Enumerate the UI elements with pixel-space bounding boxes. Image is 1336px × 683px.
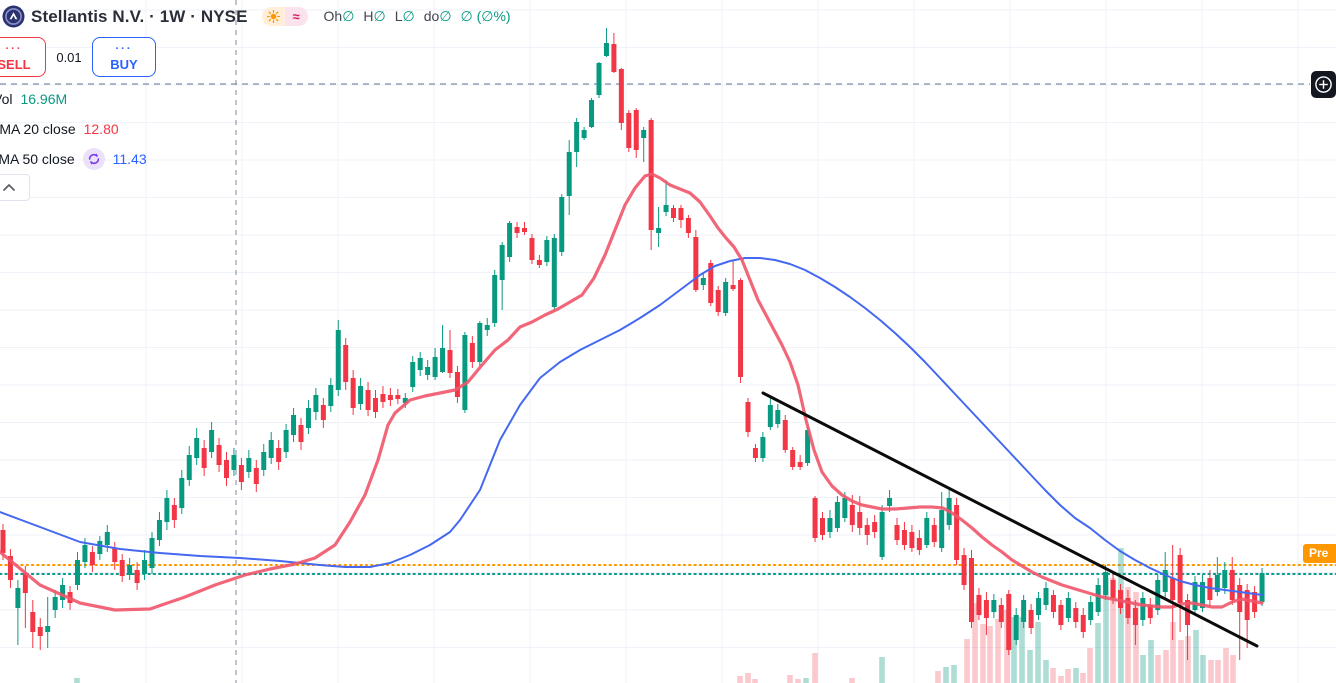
stellantis-logo	[2, 5, 25, 28]
volume-value: 16.96M	[20, 91, 68, 107]
ohlc-low-label: L	[394, 8, 403, 24]
sma50-indicator-row[interactable]: SMA 50 close 11.43	[0, 148, 147, 170]
sun-icon	[261, 7, 285, 26]
buy-button-label: BUY	[110, 56, 138, 72]
buy-loading-dots: ···	[115, 42, 133, 55]
sell-loading-dots: ···	[5, 42, 23, 55]
ohlc-high-label: H	[363, 8, 374, 24]
buy-button[interactable]: ··· BUY	[92, 37, 156, 77]
indicator-legend: Vol 16.96M EMA 20 close 12.80 SMA 50 clo…	[0, 88, 147, 178]
symbol-title[interactable]: Stellantis N.V. · 1W · NYSE	[31, 6, 248, 26]
plus-circle-icon	[1315, 76, 1332, 93]
ema20-label: EMA 20 close	[0, 121, 76, 137]
ohlc-close-label: do	[423, 8, 440, 24]
chart-header: Stellantis N.V. · 1W · NYSE ≈ Oh∅ H∅ L∅ …	[2, 5, 511, 28]
ohlc-low-value: ∅	[402, 8, 415, 24]
ohlc-readout: Oh∅ H∅ L∅ do∅ ∅ (∅%)	[324, 8, 511, 25]
ohlc-close-value: ∅	[439, 8, 452, 24]
volume-indicator-row[interactable]: Vol 16.96M	[0, 88, 147, 110]
loading-spinner-icon	[82, 148, 105, 170]
market-status-pill[interactable]: ≈	[261, 7, 308, 26]
chevron-up-icon	[3, 184, 15, 191]
collapse-legend-button[interactable]	[0, 174, 30, 201]
premarket-badge[interactable]: Pre	[1303, 544, 1336, 563]
ema20-indicator-row[interactable]: EMA 20 close 12.80	[0, 118, 147, 140]
sell-button[interactable]: ··· SELL	[0, 37, 46, 77]
sma50-label: SMA 50 close	[0, 151, 75, 167]
spread-value: 0.01	[56, 49, 82, 65]
approx-icon: ≈	[284, 7, 308, 26]
trade-panel: ··· SELL 0.01 ··· BUY	[0, 37, 156, 77]
sma50-value: 11.43	[112, 151, 147, 167]
ohlc-open-value: ∅	[342, 8, 355, 24]
volume-label: Vol	[0, 91, 13, 107]
ohlc-change-value: ∅ (∅%)	[460, 8, 511, 24]
ema20-value: 12.80	[83, 121, 119, 137]
sell-button-label: SELL	[0, 56, 31, 72]
ohlc-high-value: ∅	[373, 8, 386, 24]
ohlc-open-label: Oh	[323, 8, 343, 24]
add-order-plus-button[interactable]	[1311, 71, 1336, 98]
